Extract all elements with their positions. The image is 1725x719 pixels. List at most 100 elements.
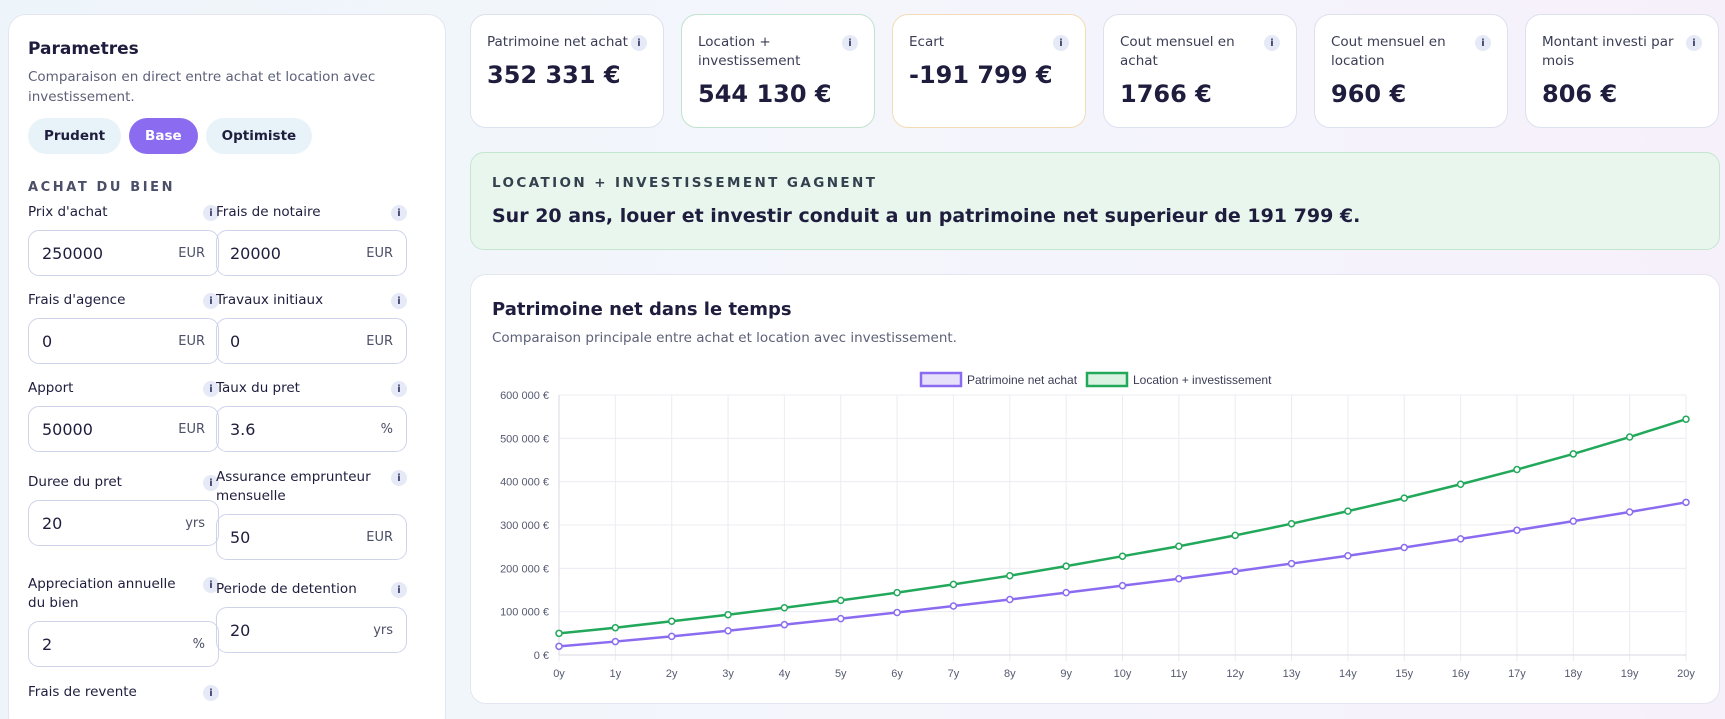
info-icon[interactable]: i bbox=[1686, 35, 1702, 51]
kpi-montant-investi: Montant investi par mois i 806 € bbox=[1525, 14, 1719, 128]
preset-prudent-button[interactable]: Prudent bbox=[28, 118, 122, 154]
duree-pret-input[interactable]: 20 yrs bbox=[28, 500, 219, 546]
chart-title: Patrimoine net dans le temps bbox=[492, 299, 792, 320]
field-prix-achat: Prix d'achat i 250000 EUR bbox=[28, 203, 219, 276]
data-point bbox=[893, 588, 901, 597]
result-banner: LOCATION + INVESTISSEMENT GAGNENT Sur 20… bbox=[470, 152, 1720, 250]
field-label: Travaux initiaux bbox=[216, 292, 324, 308]
info-icon[interactable]: i bbox=[631, 35, 647, 51]
info-icon[interactable]: i bbox=[391, 293, 407, 309]
info-icon[interactable]: i bbox=[203, 475, 219, 491]
legend-swatch bbox=[1085, 371, 1129, 388]
field-assurance: Assurance emprunteur mensuelle i 50 EUR bbox=[216, 468, 407, 560]
info-icon[interactable]: i bbox=[391, 470, 407, 486]
kpi-cout-location: Cout mensuel en location i 960 € bbox=[1314, 14, 1508, 128]
field-frais-notaire: Frais de notaire i 20000 EUR bbox=[216, 203, 407, 276]
x-tick-label: 18y bbox=[1564, 668, 1582, 680]
kpi-value: 544 130 € bbox=[698, 80, 832, 108]
y-tick-label: 500 000 € bbox=[500, 433, 549, 445]
appreciation-input[interactable]: 2% bbox=[28, 621, 219, 667]
data-point bbox=[724, 610, 732, 619]
data-point bbox=[1625, 508, 1634, 516]
field-label: Duree du pret bbox=[28, 474, 122, 490]
data-point bbox=[611, 637, 620, 646]
data-point bbox=[1006, 595, 1014, 604]
kpi-value: 1766 € bbox=[1120, 80, 1212, 108]
data-point bbox=[1231, 567, 1239, 576]
frais-agence-input[interactable]: 0 EUR bbox=[28, 318, 219, 364]
info-icon[interactable]: i bbox=[391, 381, 407, 397]
x-tick-label: 7y bbox=[948, 668, 960, 680]
data-point bbox=[1400, 543, 1408, 552]
data-point bbox=[1118, 552, 1127, 560]
parameters-panel: Parametres Comparaison en direct entre a… bbox=[8, 14, 446, 719]
data-point bbox=[1006, 571, 1014, 580]
data-point bbox=[1400, 494, 1408, 502]
preset-base-button[interactable]: Base bbox=[129, 118, 198, 154]
data-point bbox=[1287, 559, 1296, 568]
field-apport: Apport i 50000 EUR bbox=[28, 379, 219, 452]
field-frais-agence: Frais d'agence i 0 EUR bbox=[28, 291, 219, 364]
data-point bbox=[1062, 588, 1070, 597]
field-label: Periode de detention bbox=[216, 581, 357, 597]
field-appreciation: Appreciation annuelle du bien i 2% bbox=[28, 575, 219, 667]
legend-swatch bbox=[919, 371, 963, 388]
frais-notaire-input[interactable]: 20000 EUR bbox=[216, 230, 407, 276]
info-icon[interactable]: i bbox=[1264, 35, 1280, 51]
chart-card: 0 € 100 000 € 200 000 € 300 000 € 400 000 € 5… bbox=[470, 274, 1720, 704]
data-point bbox=[555, 629, 563, 638]
banner-title: LOCATION + INVESTISSEMENT GAGNENT bbox=[492, 175, 878, 191]
kpi-patrimoine-achat: Patrimoine net achat i 352 331 € bbox=[470, 14, 664, 128]
periode-detention-input[interactable]: 20 yrs bbox=[216, 607, 407, 653]
data-point bbox=[1062, 562, 1070, 570]
kpi-value: -191 799 € bbox=[909, 61, 1053, 89]
y-tick-label: 0 € bbox=[534, 650, 549, 662]
data-point bbox=[611, 623, 620, 632]
data-point bbox=[555, 642, 563, 651]
info-icon[interactable]: i bbox=[203, 577, 219, 593]
x-tick-label: 13y bbox=[1283, 668, 1301, 680]
kpi-value: 960 € bbox=[1331, 80, 1407, 108]
x-tick-label: 17y bbox=[1508, 668, 1526, 680]
x-tick-label: 8y bbox=[1004, 668, 1016, 680]
info-icon[interactable]: i bbox=[1475, 35, 1491, 51]
y-tick-label: 600 000 € bbox=[500, 390, 549, 402]
info-icon[interactable]: i bbox=[203, 381, 219, 397]
info-icon[interactable]: i bbox=[203, 685, 219, 701]
taux-pret-input[interactable]: 3.6% bbox=[216, 406, 407, 452]
x-tick-label: 5y bbox=[835, 668, 847, 680]
x-tick-label: 11y bbox=[1170, 668, 1187, 680]
field-label: Apport bbox=[28, 380, 74, 396]
travaux-initiaux-input[interactable]: 0 EUR bbox=[216, 318, 407, 364]
fields-grid: Prix d'achat i 250000 EUR Frais de notaire… bbox=[28, 203, 426, 719]
field-label: Appreciation annuelle du bien bbox=[28, 576, 176, 611]
panel-subtitle: Comparaison en direct entre achat et loc… bbox=[28, 69, 376, 105]
data-point bbox=[667, 617, 676, 625]
preset-optimiste-button[interactable]: Optimiste bbox=[205, 118, 313, 154]
x-tick-label: 20y bbox=[1677, 668, 1695, 680]
x-tick-label: 14y bbox=[1339, 668, 1357, 680]
info-icon[interactable]: i bbox=[391, 582, 407, 598]
data-point bbox=[1456, 535, 1465, 543]
data-point bbox=[1175, 542, 1183, 550]
info-icon[interactable]: i bbox=[1053, 35, 1069, 51]
section-title: ACHAT DU BIEN bbox=[28, 180, 176, 195]
info-icon[interactable]: i bbox=[203, 205, 219, 221]
x-tick-label: 9y bbox=[1060, 668, 1072, 680]
prix-achat-input[interactable]: 250000 EUR bbox=[28, 230, 219, 276]
data-point bbox=[1456, 480, 1465, 489]
kpi-ecart: Ecart i -191 799 € bbox=[892, 14, 1086, 128]
info-icon[interactable]: i bbox=[391, 205, 407, 221]
field-label: Frais de notaire bbox=[216, 204, 321, 220]
assurance-input[interactable]: 50 EUR bbox=[216, 514, 407, 560]
field-travaux-initiaux: Travaux initiaux i 0 EUR bbox=[216, 291, 407, 364]
data-point bbox=[1118, 581, 1127, 590]
info-icon[interactable]: i bbox=[203, 293, 219, 309]
kpi-location-investissement: Location + investissement i 544 130 € bbox=[681, 14, 875, 128]
apport-input[interactable]: 50000 EUR bbox=[28, 406, 219, 452]
x-tick-label: 16y bbox=[1452, 668, 1470, 680]
data-point bbox=[949, 602, 958, 610]
x-tick-label: 1y bbox=[610, 668, 622, 680]
x-tick-label: 4y bbox=[779, 668, 791, 680]
info-icon[interactable]: i bbox=[842, 35, 858, 51]
